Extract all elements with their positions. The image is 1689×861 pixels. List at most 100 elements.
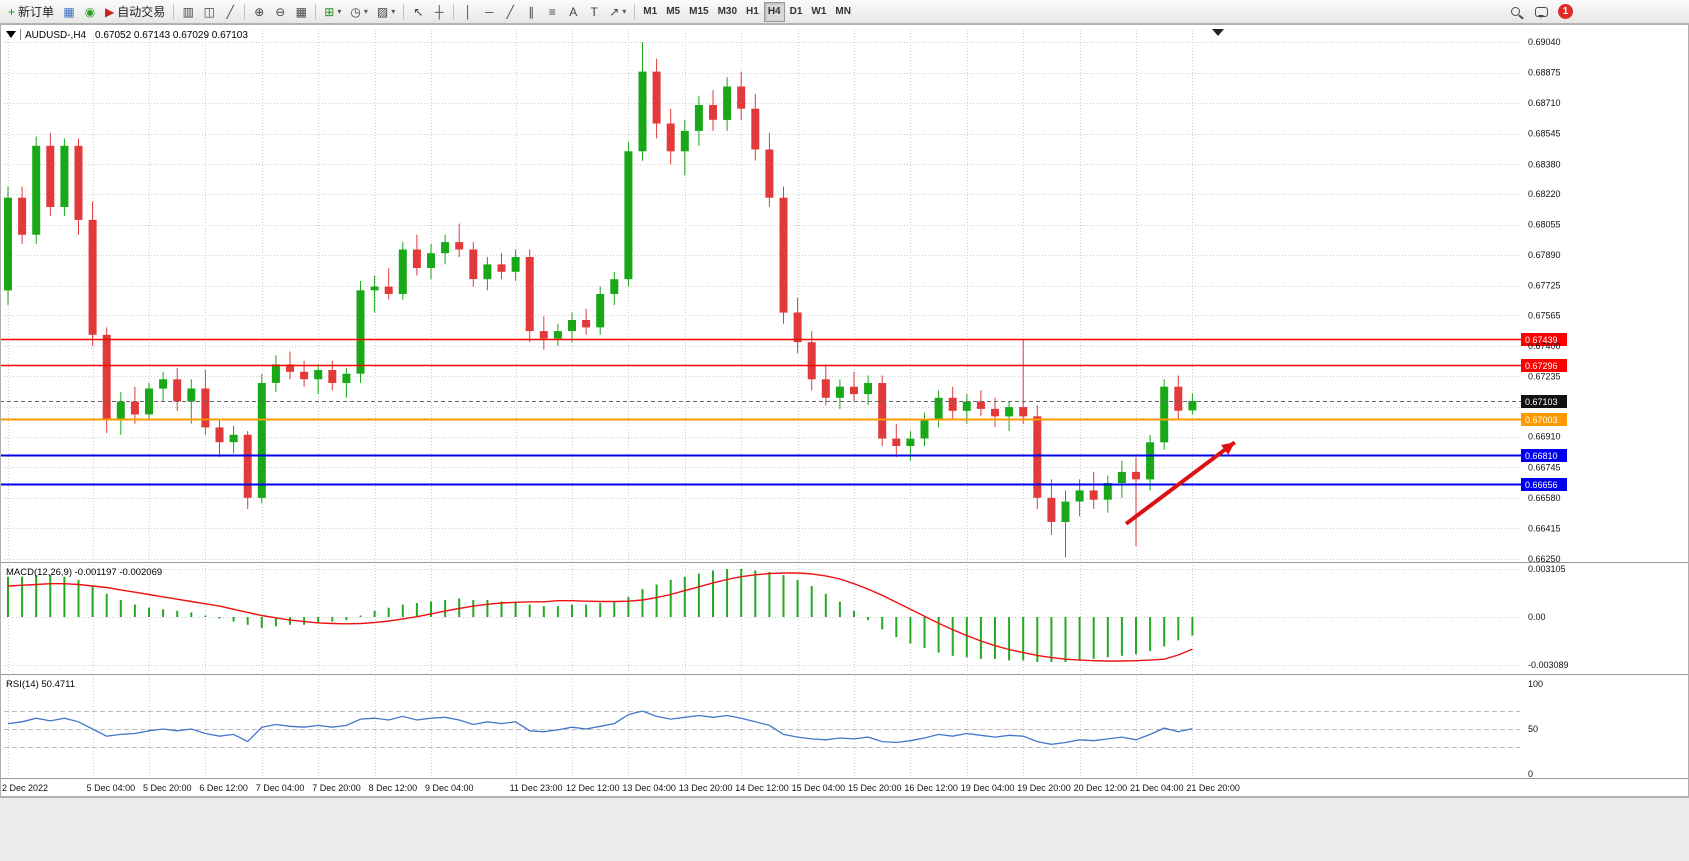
trendline-button[interactable]: ╱ — [500, 2, 520, 22]
time-axis-label: 21 Dec 20:00 — [1186, 783, 1240, 793]
indicators-button[interactable]: ⊞ ▾ — [320, 2, 345, 22]
toolbar-group: │ ─ ╱ ∥ ≡ A T ↗ ▾ — [458, 2, 630, 22]
zoom-in-button[interactable]: ⊕ — [249, 2, 269, 22]
candle — [892, 423, 901, 458]
data-window-icon: ◉ — [84, 4, 96, 19]
annotations-layer[interactable] — [1124, 440, 1236, 526]
time-axis-label: 13 Dec 04:00 — [622, 783, 676, 793]
timeframe-mn-button-label: MN — [835, 5, 851, 17]
charts-button[interactable]: ▦ — [59, 2, 79, 22]
price-hline-label-box — [1521, 478, 1567, 491]
periods-button[interactable]: ◷ ▾ — [346, 2, 372, 22]
time-axis[interactable]: 2 Dec 2022 5 Dec 04:00 5 Dec 20:00 6 Dec 12… — [2, 783, 1240, 793]
candlestick-chart-button[interactable]: ◫ — [199, 2, 219, 22]
rsi-axis-label: 50 — [1528, 724, 1538, 734]
vertical-line-icon: │ — [464, 4, 472, 19]
candle — [370, 275, 379, 313]
timeframe-d1-button[interactable]: D1 — [786, 2, 807, 22]
timeframe-h4-button[interactable]: H4 — [763, 1, 785, 22]
indicators-icon: ⊞ — [324, 4, 335, 19]
time-axis-label: 14 Dec 12:00 — [735, 783, 789, 793]
timeframe-m1-button[interactable]: M1 — [639, 2, 661, 22]
bar-chart-button[interactable]: ▥ — [178, 2, 198, 22]
candle — [1188, 393, 1197, 415]
chart-window: 0.67439 0.67296 0.67003 0.66810 0.66656 0.671… — [0, 24, 1689, 797]
chart-shift-marker[interactable] — [1212, 29, 1224, 36]
candle — [737, 71, 746, 120]
data-window-button[interactable]: ◉ — [80, 2, 100, 22]
fibonacci-icon: ≡ — [548, 4, 556, 19]
fibonacci-button[interactable]: ≡ — [542, 2, 562, 22]
text-button[interactable]: A — [563, 2, 583, 22]
price-axis-label: 0.68220 — [1528, 189, 1561, 199]
timeframe-m30-button[interactable]: M30 — [714, 2, 741, 22]
time-axis-label: 19 Dec 20:00 — [1017, 783, 1071, 793]
toolbar-separator — [244, 3, 246, 20]
timeframe-h1-button[interactable]: H1 — [742, 2, 763, 22]
zoom-out-button[interactable]: ⊖ — [270, 2, 290, 22]
price-axis-label: 0.67400 — [1528, 341, 1561, 351]
template-icon: ▨ — [376, 4, 389, 19]
notification-badge[interactable]: 1 — [1558, 4, 1573, 19]
horizontal-line-button[interactable]: ─ — [479, 2, 499, 22]
timeframe-m30-button-label: M30 — [717, 5, 738, 17]
new-order-icon: + — [8, 4, 16, 19]
arrows-button[interactable]: ↗ ▾ — [605, 2, 630, 22]
cursor-button[interactable]: ↖ — [408, 2, 428, 22]
crosshair-button[interactable]: ┼ — [429, 2, 449, 22]
candle — [624, 142, 633, 287]
candle — [568, 312, 576, 343]
rsi-line — [7, 710, 1193, 745]
chat-button[interactable] — [1531, 2, 1552, 22]
price-hline-label: 0.67439 — [1525, 335, 1558, 345]
candle — [215, 420, 224, 458]
candle — [4, 186, 12, 306]
timeframe-mn-button[interactable]: MN — [831, 2, 855, 22]
candle — [412, 234, 421, 276]
zoom-in-icon: ⊕ — [254, 4, 265, 19]
chart-border — [0, 24, 1689, 797]
trend-arrow[interactable] — [1124, 440, 1236, 526]
line-chart-button[interactable]: ╱ — [220, 2, 240, 22]
text-label-icon: T — [590, 4, 598, 19]
candle — [102, 327, 111, 433]
candle — [229, 425, 238, 454]
candle — [1047, 479, 1056, 535]
candle — [920, 412, 929, 446]
search-button[interactable] — [1505, 2, 1525, 22]
timeframe-w1-button[interactable]: W1 — [807, 2, 830, 22]
price-axis-label: 0.68710 — [1528, 98, 1561, 108]
text-label-button[interactable]: T — [584, 2, 604, 22]
panel-separators[interactable] — [0, 562, 1689, 779]
new-order-button[interactable]: + 新订单 — [4, 2, 58, 22]
horizontal-lines-layer[interactable] — [0, 338, 1524, 486]
price-axis-label: 0.67725 — [1528, 281, 1561, 291]
clock-icon: ◷ — [350, 4, 361, 19]
chart-menu-icon[interactable] — [6, 31, 16, 38]
candle — [680, 119, 689, 176]
templates-button[interactable]: ▨ ▾ — [373, 2, 399, 22]
current-price-label: 0.67103 — [1525, 397, 1558, 407]
timeframe-m15-button[interactable]: M15 — [685, 2, 712, 22]
time-axis-label: 9 Dec 04:00 — [425, 783, 474, 793]
timeframe-d1-button-label: D1 — [789, 5, 803, 17]
price-hline-label-box — [1521, 333, 1567, 346]
timeframe-m5-button[interactable]: M5 — [662, 2, 684, 22]
price-hline-label: 0.67003 — [1525, 415, 1558, 425]
new-order-button-label: 新订单 — [18, 4, 55, 19]
macd-axis-label: 0.003105 — [1528, 564, 1566, 574]
time-axis-label: 7 Dec 20:00 — [312, 783, 361, 793]
time-axis-label: 20 Dec 12:00 — [1074, 783, 1128, 793]
price-chart[interactable]: 0.67439 0.67296 0.67003 0.66810 0.66656 0.671… — [0, 24, 1689, 797]
channel-button[interactable]: ∥ — [521, 2, 541, 22]
candle — [694, 95, 703, 146]
toolbar-separator — [634, 3, 636, 20]
tile-windows-button[interactable]: ▦ — [291, 2, 311, 22]
candle — [638, 42, 647, 161]
autotrading-button[interactable]: ▶ 自动交易 — [101, 2, 169, 22]
price-axis[interactable]: 0.67439 0.67296 0.67003 0.66810 0.66656 0.671… — [1521, 37, 1569, 779]
candle — [201, 370, 210, 435]
time-axis-label: 6 Dec 12:00 — [199, 783, 248, 793]
vertical-line-button[interactable]: │ — [458, 2, 478, 22]
time-axis-label: 15 Dec 04:00 — [792, 783, 846, 793]
